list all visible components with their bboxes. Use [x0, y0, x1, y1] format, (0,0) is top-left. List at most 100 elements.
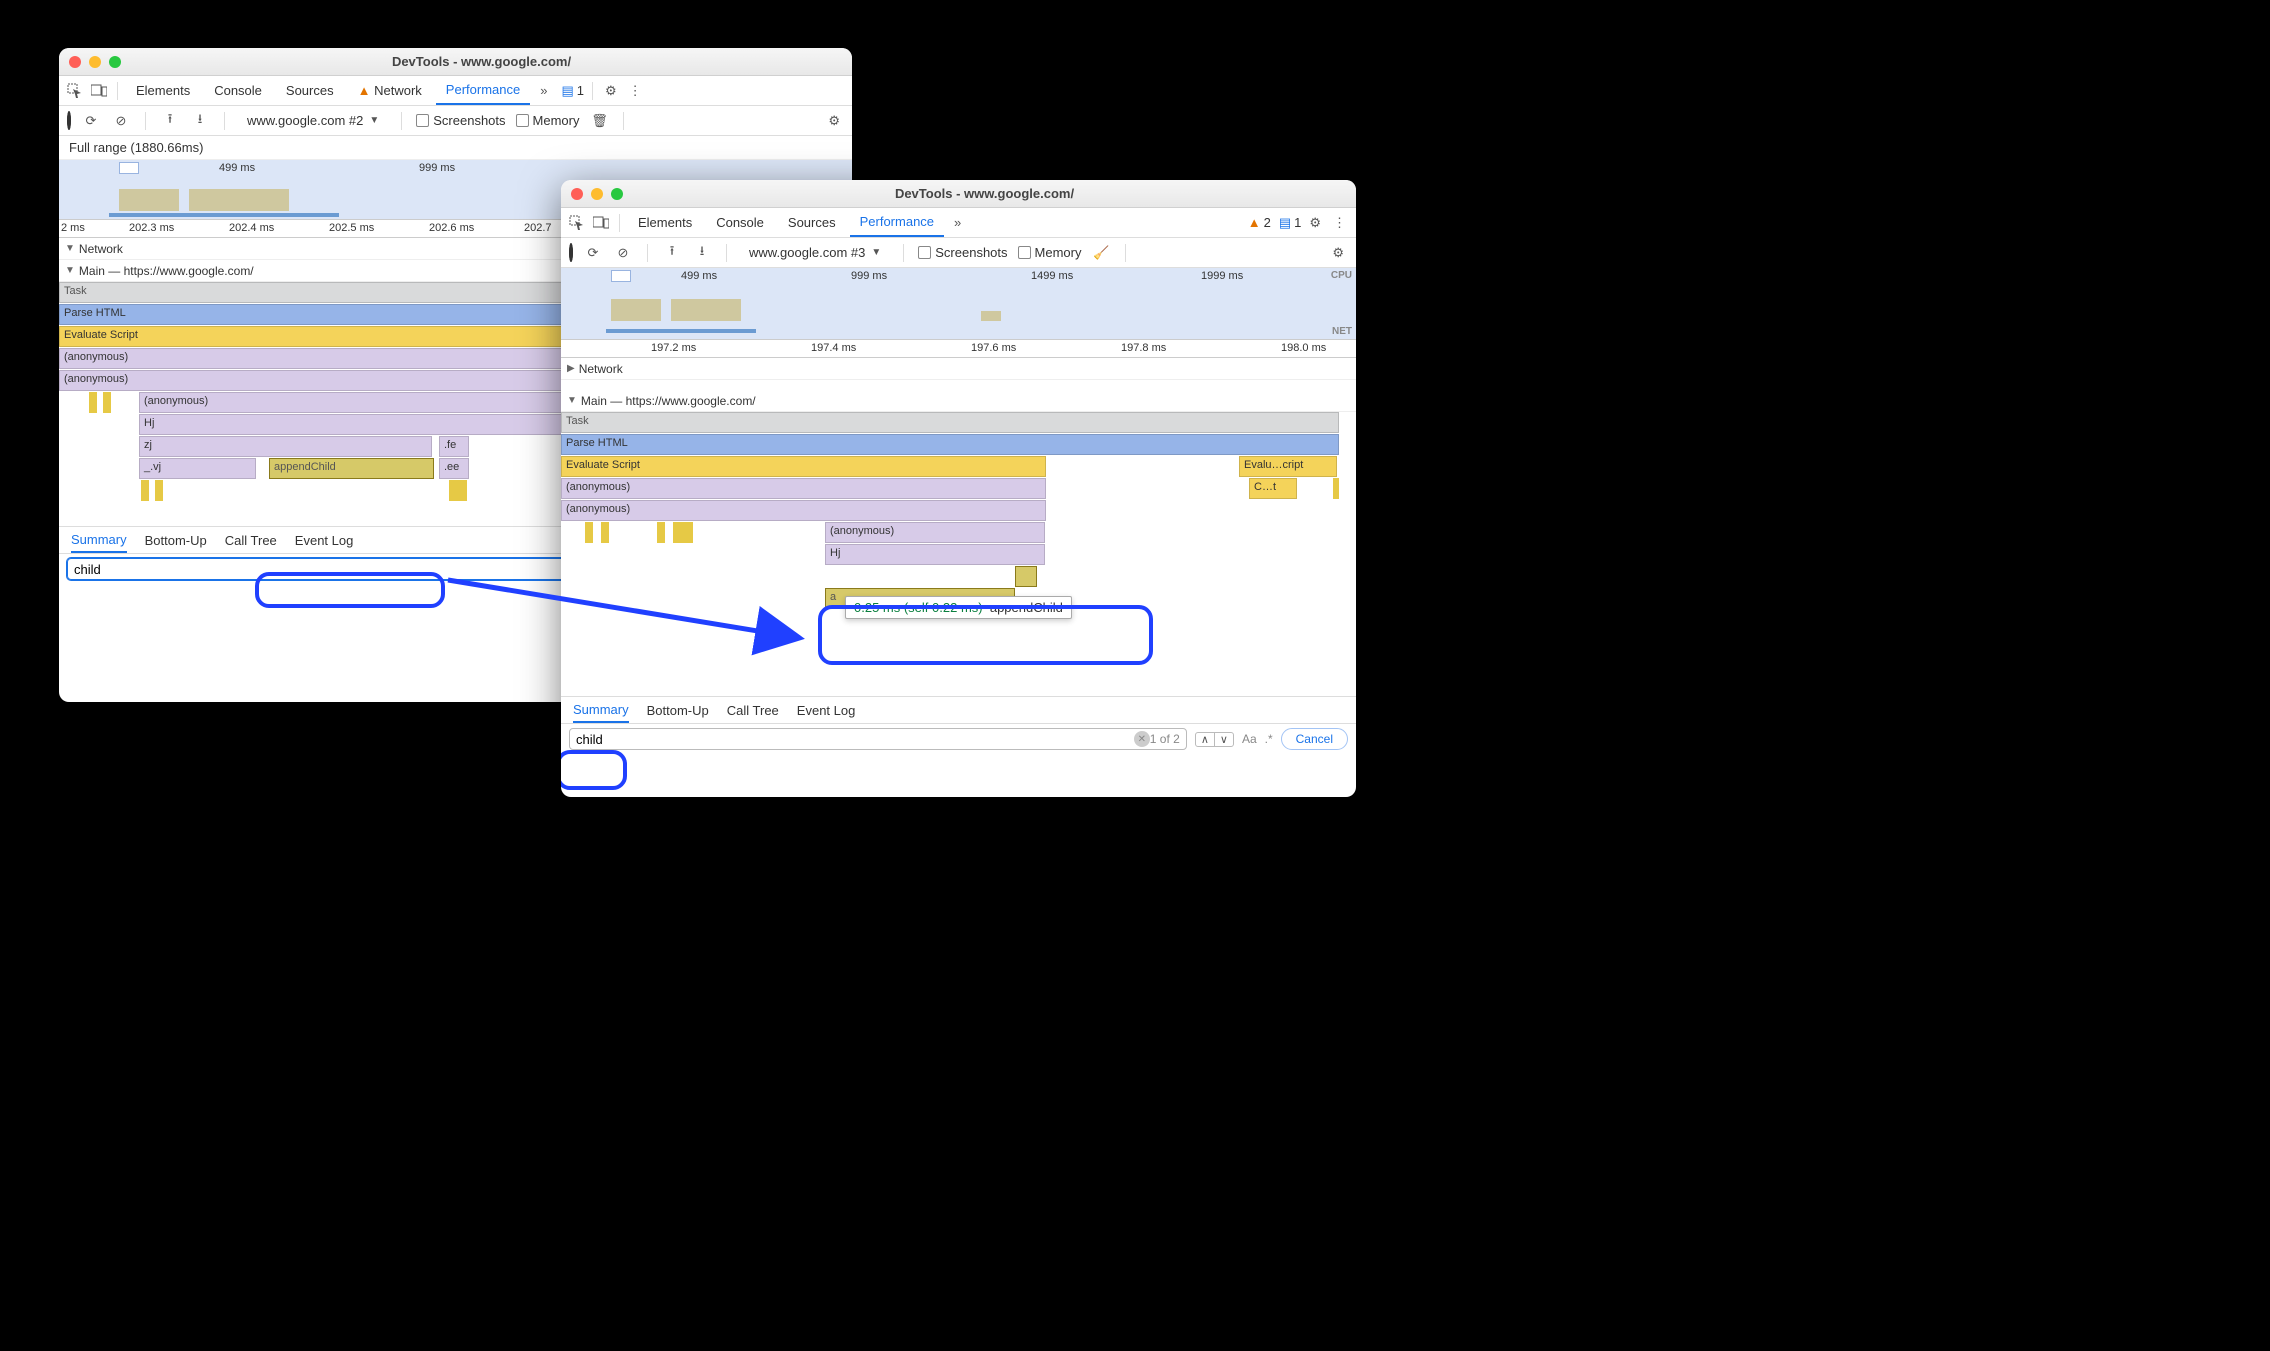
- perf-settings-icon[interactable]: ⚙: [1328, 245, 1348, 261]
- tab-elements[interactable]: Elements: [126, 76, 200, 105]
- record-button[interactable]: [67, 113, 71, 128]
- message-icon[interactable]: ▤: [1279, 215, 1291, 231]
- device-icon[interactable]: [591, 213, 611, 233]
- settings-icon[interactable]: ⚙: [1305, 215, 1325, 231]
- bar-script[interactable]: Evaluate Script: [561, 456, 1046, 477]
- download-icon[interactable]: ⭳: [190, 111, 210, 131]
- device-icon[interactable]: [89, 81, 109, 101]
- btab-summary[interactable]: Summary: [573, 698, 629, 723]
- minimize-dot[interactable]: [591, 188, 603, 200]
- flame-chart[interactable]: Task Parse HTML Evaluate Script Evalu…cr…: [561, 412, 1356, 692]
- ruler-tick: 197.6 ms: [971, 342, 1016, 354]
- clear-icon[interactable]: ⊘: [111, 111, 131, 131]
- kebab-icon[interactable]: ⋮: [625, 83, 646, 99]
- caret-icon: ▼: [369, 115, 379, 126]
- btab-eventlog[interactable]: Event Log: [295, 529, 354, 552]
- screenshots-checkbox[interactable]: Screenshots: [416, 113, 505, 128]
- bar-appendchild[interactable]: appendChild: [269, 458, 434, 479]
- download-icon[interactable]: ⭳: [692, 243, 712, 263]
- bar-script[interactable]: Evaluate Script: [59, 326, 569, 347]
- bar-anon[interactable]: (anonymous): [59, 370, 569, 391]
- caret-icon: ▼: [871, 247, 881, 258]
- inspect-icon[interactable]: [65, 81, 85, 101]
- bar-zj[interactable]: zj: [139, 436, 432, 457]
- bar-fe[interactable]: .fe: [439, 436, 469, 457]
- cpu-label: CPU: [1331, 270, 1352, 281]
- inspect-icon[interactable]: [567, 213, 587, 233]
- warning-icon[interactable]: ▲: [1248, 215, 1261, 230]
- zoom-dot[interactable]: [109, 56, 121, 68]
- collect-garbage-icon[interactable]: 🧹: [1091, 243, 1111, 263]
- clear-icon[interactable]: ✕: [1134, 731, 1150, 747]
- more-tabs[interactable]: »: [534, 83, 553, 98]
- clear-icon[interactable]: ⊘: [613, 243, 633, 263]
- btab-bottomup[interactable]: Bottom-Up: [647, 699, 709, 722]
- btab-calltree[interactable]: Call Tree: [727, 699, 779, 722]
- more-tabs[interactable]: »: [948, 215, 967, 230]
- bar-ct[interactable]: C…t: [1249, 478, 1297, 499]
- search-prev[interactable]: ∧: [1196, 733, 1215, 746]
- btab-eventlog[interactable]: Event Log: [797, 699, 856, 722]
- profile-selector[interactable]: www.google.com #2 ▼: [239, 113, 387, 128]
- tab-console[interactable]: Console: [204, 76, 272, 105]
- bar-anon[interactable]: (anonymous): [139, 392, 569, 413]
- bar-parse[interactable]: Parse HTML: [59, 304, 569, 325]
- tab-network[interactable]: ▲ Network: [348, 76, 432, 105]
- bar-task[interactable]: Task: [59, 282, 569, 303]
- bar-anon[interactable]: (anonymous): [561, 478, 1046, 499]
- tab-sources[interactable]: Sources: [276, 76, 344, 105]
- bar-anon[interactable]: (anonymous): [561, 500, 1046, 521]
- close-dot[interactable]: [571, 188, 583, 200]
- use-regex[interactable]: .*: [1265, 732, 1273, 746]
- screenshots-checkbox[interactable]: Screenshots: [918, 245, 1007, 260]
- search-input[interactable]: [576, 732, 1134, 747]
- upload-icon[interactable]: ⭱: [662, 243, 682, 263]
- cancel-button[interactable]: Cancel: [1281, 728, 1348, 750]
- reload-icon[interactable]: ⟳: [583, 243, 603, 263]
- traffic-lights: [69, 56, 121, 68]
- search-box[interactable]: ✕ 1 of 2: [569, 728, 1187, 750]
- window-title: DevTools - www.google.com/: [121, 54, 842, 69]
- profile-selector[interactable]: www.google.com #3 ▼: [741, 245, 889, 260]
- bar-vj[interactable]: _.vj: [139, 458, 256, 479]
- btab-calltree[interactable]: Call Tree: [225, 529, 277, 552]
- trash-icon[interactable]: 🗑: [589, 111, 609, 131]
- bar-task[interactable]: Task: [561, 412, 1339, 433]
- main-track-header[interactable]: ▼Main — https://www.google.com/: [561, 390, 1356, 412]
- perf-toolbar: ⟳ ⊘ ⭱ ⭳ www.google.com #2 ▼ Screenshots …: [59, 106, 852, 136]
- message-icon[interactable]: ▤: [561, 83, 573, 99]
- ov-tick: 499 ms: [681, 270, 717, 282]
- match-case[interactable]: Aa: [1242, 732, 1257, 746]
- bar-parse[interactable]: Parse HTML: [561, 434, 1339, 455]
- tab-performance[interactable]: Performance: [850, 208, 944, 237]
- titlebar: DevTools - www.google.com/: [59, 48, 852, 76]
- search-next[interactable]: ∨: [1215, 733, 1233, 746]
- bar-ee[interactable]: .ee: [439, 458, 469, 479]
- settings-icon[interactable]: ⚙: [601, 83, 621, 99]
- minimize-dot[interactable]: [89, 56, 101, 68]
- tab-console[interactable]: Console: [706, 208, 774, 237]
- bar-anon[interactable]: (anonymous): [59, 348, 569, 369]
- kebab-icon[interactable]: ⋮: [1329, 215, 1350, 231]
- close-dot[interactable]: [69, 56, 81, 68]
- warning-count: 2: [1264, 215, 1271, 230]
- reload-icon[interactable]: ⟳: [81, 111, 101, 131]
- overview[interactable]: 499 ms 999 ms 1499 ms 1999 ms CPU NET: [561, 268, 1356, 340]
- btab-bottomup[interactable]: Bottom-Up: [145, 529, 207, 552]
- tab-elements[interactable]: Elements: [628, 208, 702, 237]
- bar-script2[interactable]: Evalu…cript: [1239, 456, 1337, 477]
- perf-settings-icon[interactable]: ⚙: [824, 113, 844, 129]
- upload-icon[interactable]: ⭱: [160, 111, 180, 131]
- bar-hj[interactable]: Hj: [825, 544, 1045, 565]
- bar-anon[interactable]: (anonymous): [825, 522, 1045, 543]
- bar-hj[interactable]: Hj: [139, 414, 569, 435]
- memory-checkbox[interactable]: Memory: [516, 113, 580, 128]
- record-button[interactable]: [569, 245, 573, 260]
- btab-summary[interactable]: Summary: [71, 528, 127, 553]
- memory-checkbox[interactable]: Memory: [1018, 245, 1082, 260]
- network-track-header[interactable]: ▶Network: [561, 358, 1356, 380]
- zoom-dot[interactable]: [611, 188, 623, 200]
- time-ruler[interactable]: 197.2 ms 197.4 ms 197.6 ms 197.8 ms 198.…: [561, 340, 1356, 358]
- tab-sources[interactable]: Sources: [778, 208, 846, 237]
- tab-performance[interactable]: Performance: [436, 76, 530, 105]
